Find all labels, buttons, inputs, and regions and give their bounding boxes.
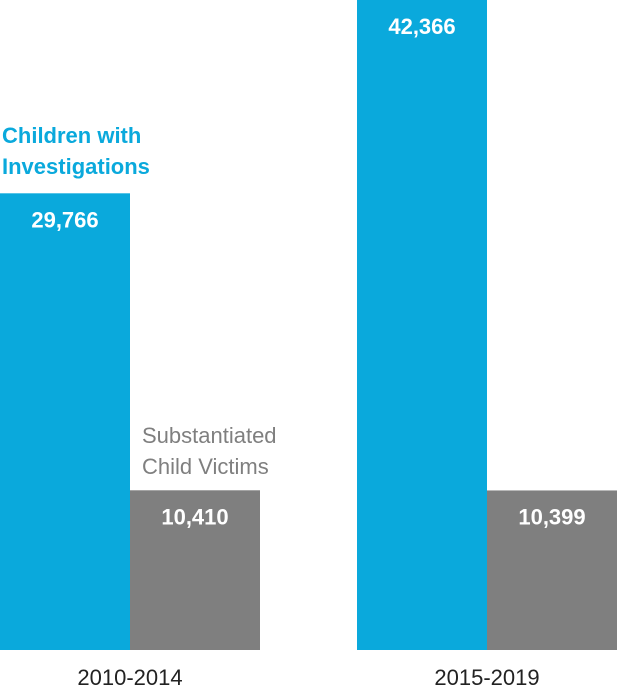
x-tick-labels-group: 2010-2014 2015-2019 [77, 665, 539, 690]
legend-gray-line1: Substantiated [142, 423, 277, 448]
value-label-victims-2015-2019: 10,399 [518, 504, 585, 529]
legend-substantiated-child-victims: Substantiated Child Victims [142, 420, 342, 482]
value-labels-group: 29,766 10,410 42,366 10,399 [31, 14, 585, 529]
bar-investigations-2015-2019 [357, 0, 487, 650]
legend-blue-line1: Children with [2, 123, 142, 148]
value-label-victims-2010-2014: 10,410 [161, 504, 228, 529]
legend-gray-line2: Child Victims [142, 454, 269, 479]
bar-investigations-2010-2014 [0, 193, 130, 650]
x-tick-label: 2015-2019 [434, 665, 539, 690]
bars-group [0, 0, 617, 650]
legend-blue-line2: Investigations [2, 154, 150, 179]
value-label-investigations-2010-2014: 29,766 [31, 207, 98, 232]
bar-victims-2010-2014 [130, 490, 260, 650]
bar-victims-2015-2019 [487, 490, 617, 650]
legend-children-with-investigations: Children with Investigations [2, 120, 222, 182]
x-tick-label: 2010-2014 [77, 665, 182, 690]
value-label-investigations-2015-2019: 42,366 [388, 14, 455, 39]
